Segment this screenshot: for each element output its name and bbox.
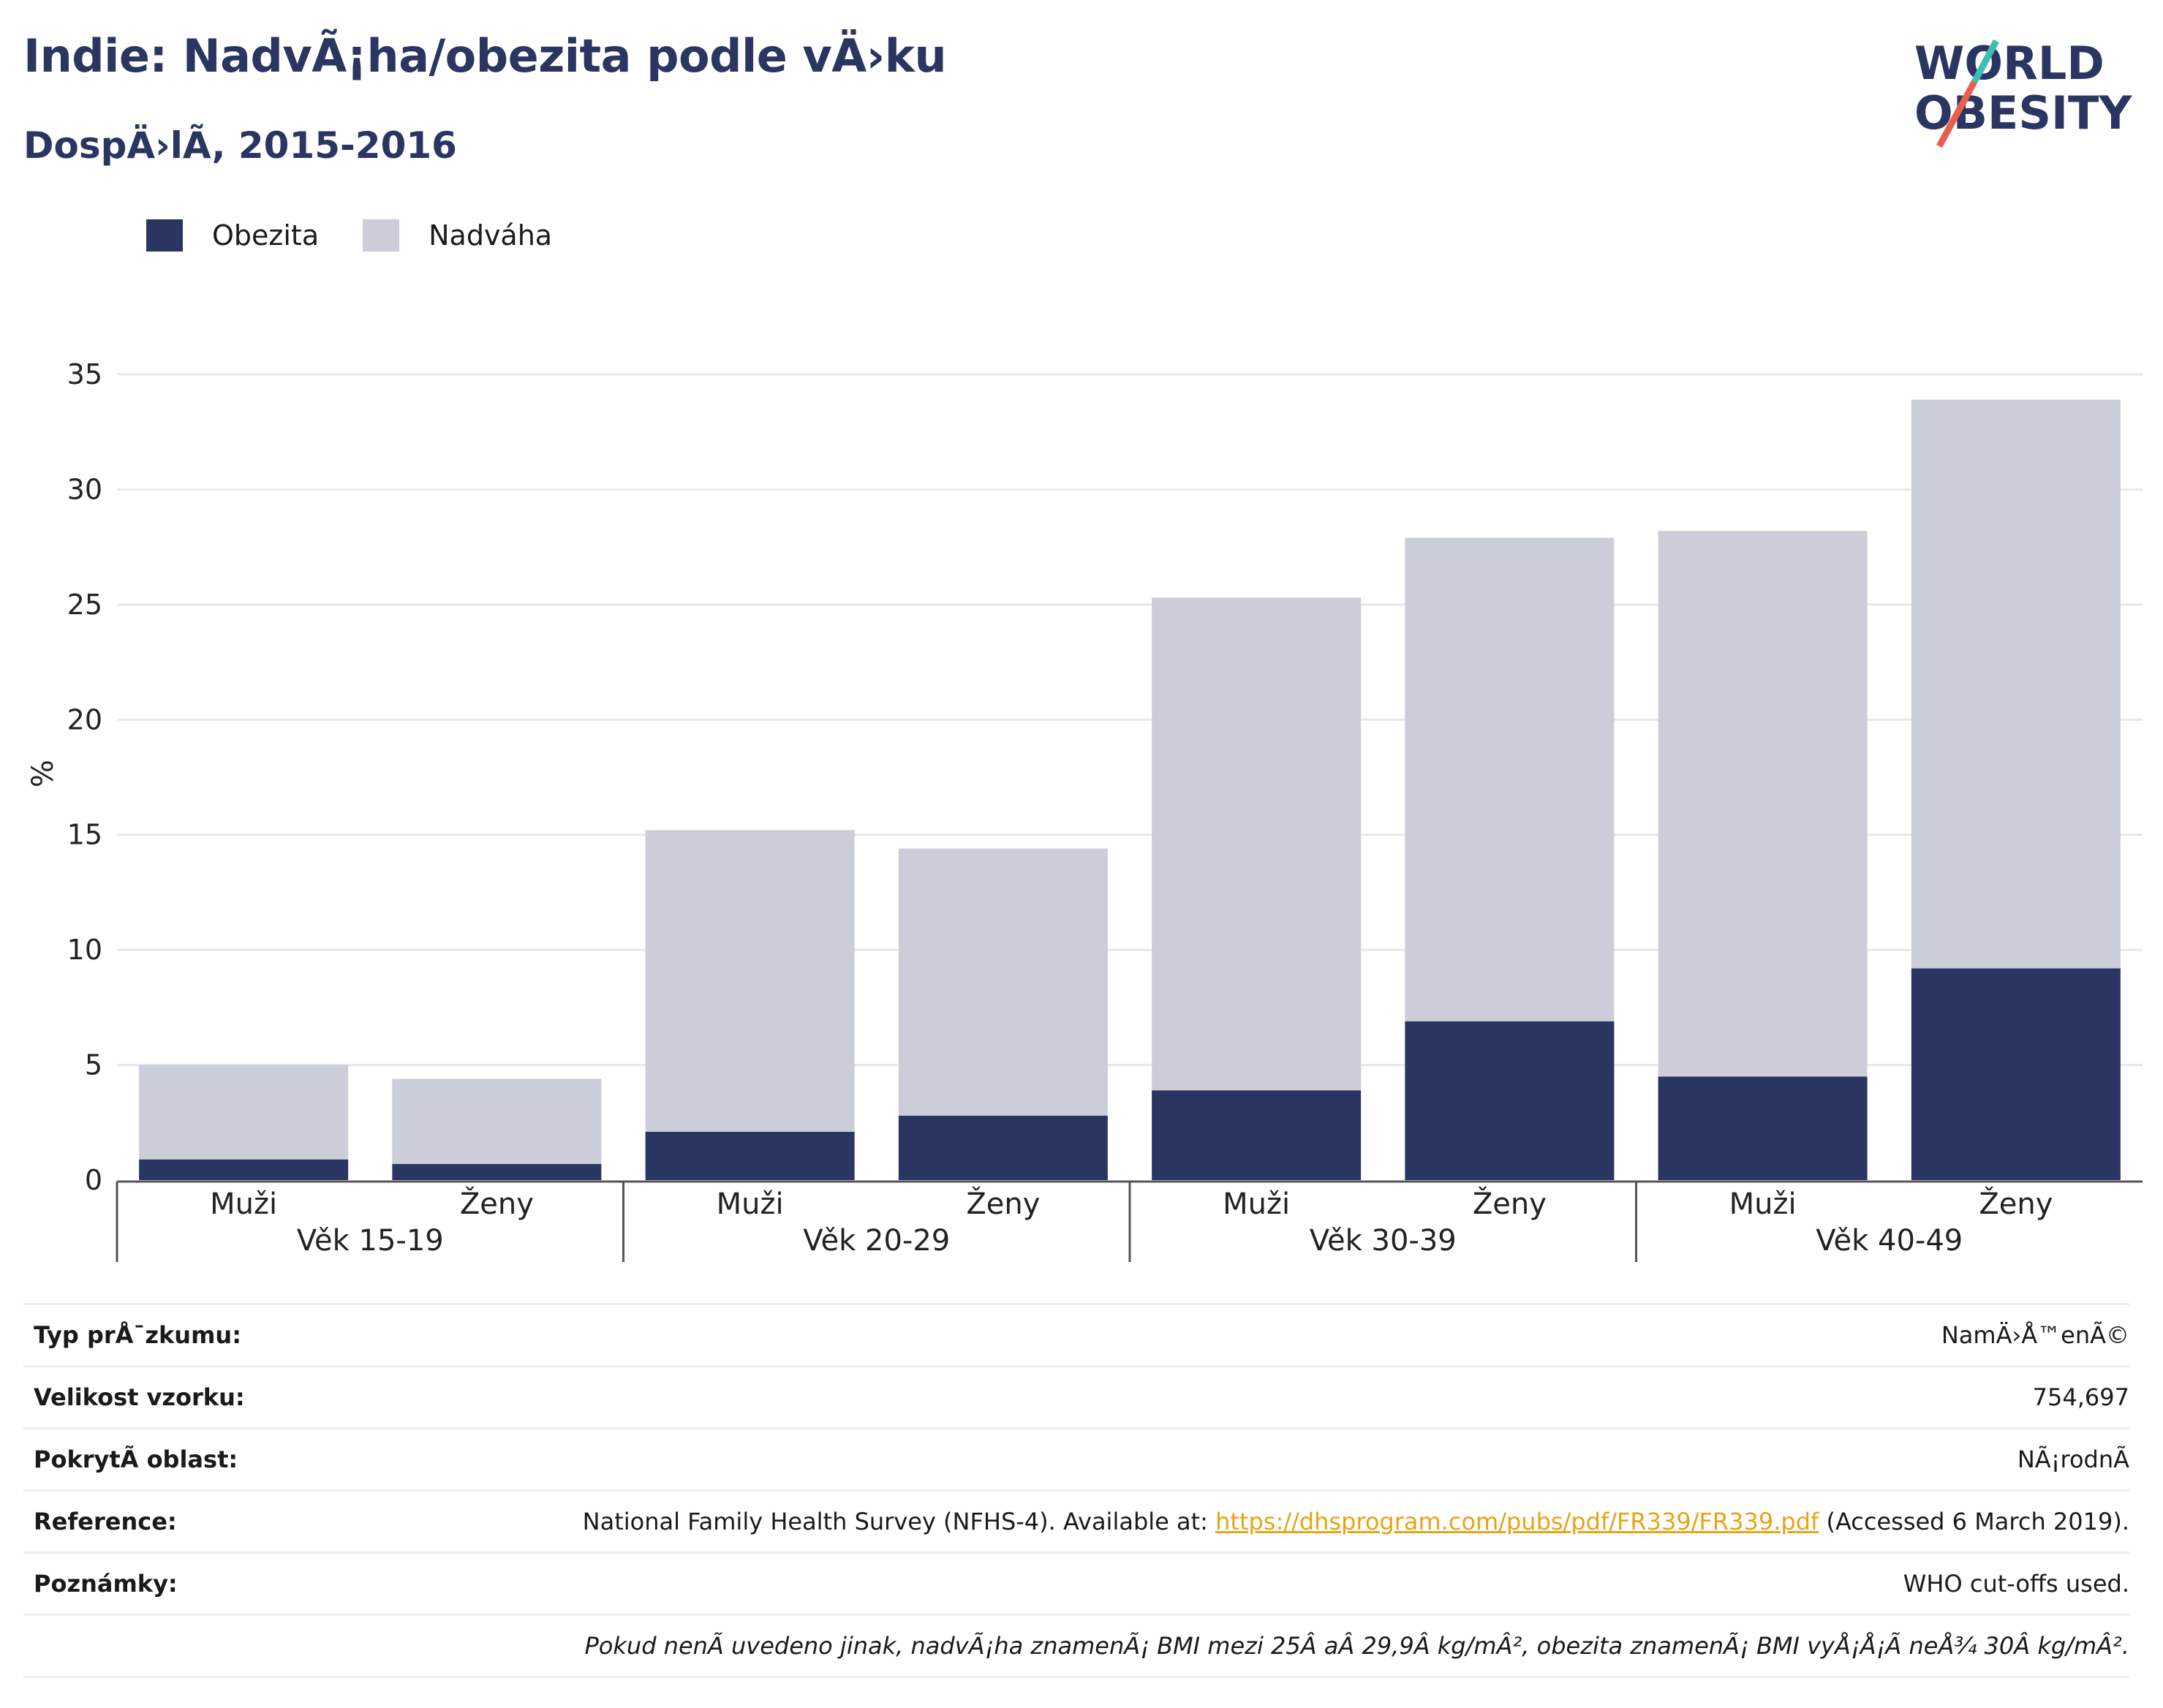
sample-size-value: 754,697 — [2032, 1383, 2129, 1411]
x-tick-label: Ženy — [966, 1186, 1040, 1221]
x-group-label: Věk 40-49 — [1816, 1224, 1963, 1258]
chart-subtitle: DospÄ›lÃ­, 2015-2016 — [23, 124, 457, 167]
bar-obesity — [1152, 1090, 1362, 1180]
table-row-reference: Reference: National Family Health Survey… — [23, 1489, 2129, 1552]
info-table: Typ prÅ¯zkumu: NamÄ›Å™enÃ© Velikost vzor… — [23, 1303, 2129, 1678]
survey-type-label: Typ prÅ¯zkumu: — [34, 1321, 241, 1349]
y-tick-label: 30 — [67, 473, 102, 505]
x-tick-label: Ženy — [1979, 1186, 2053, 1221]
y-tick-label: 5 — [85, 1049, 102, 1081]
reference-text: National Family Health Survey (NFHS-4). … — [582, 1508, 1216, 1535]
reference-link[interactable]: https://dhsprogram.com/pubs/pdf/FR339/FR… — [1215, 1508, 1819, 1535]
notes-label: Poznámky: — [34, 1570, 178, 1598]
bar-obesity — [1658, 1076, 1868, 1180]
bar-overweight — [898, 848, 1108, 1116]
y-tick-label: 20 — [67, 703, 102, 736]
coverage-label: PokrytÃ­ oblast: — [34, 1446, 238, 1473]
x-tick-label: Muži — [717, 1187, 784, 1221]
legend-item-obesity: Obezita — [146, 219, 319, 252]
table-row-sample-size: Velikost vzorku: 754,697 — [23, 1365, 2129, 1427]
coverage-value: NÃ¡rodnÃ­ — [2017, 1446, 2129, 1473]
bar-overweight — [1658, 531, 1868, 1077]
x-tick-label: Ženy — [1473, 1186, 1547, 1221]
legend-swatch-obesity — [146, 219, 183, 252]
table-row-survey-type: Typ prÅ¯zkumu: NamÄ›Å™enÃ© — [23, 1303, 2129, 1365]
x-tick-label: Ženy — [460, 1186, 534, 1221]
y-tick-label: 35 — [67, 358, 102, 390]
footnote: Pokud nenÃ­ uvedeno jinak, nadvÃ¡ha znam… — [584, 1632, 2130, 1660]
stacked-bar-chart: 0 5 10 15 20 25 30 35% Muži Ženy Muži Ženy Muži Ženy M… — [26, 358, 2143, 1262]
bar-obesity — [1405, 1021, 1615, 1180]
x-group-label: Věk 15-19 — [297, 1224, 444, 1258]
chart-legend: Obezita Nadváha — [146, 219, 596, 252]
chart-title: Indie: NadvÃ¡ha/obezita podle vÄ›ku — [23, 29, 947, 83]
y-tick-label: 0 — [85, 1164, 102, 1196]
legend-label-overweight: Nadváha — [429, 219, 553, 252]
y-tick-label: 10 — [67, 934, 102, 966]
x-tick-label: Muži — [1729, 1187, 1797, 1221]
y-axis-label: % — [26, 760, 60, 787]
legend-item-overweight: Nadváha — [363, 219, 552, 252]
y-tick-label: 15 — [67, 819, 102, 851]
reference-accessed: (Accessed 6 March 2019). — [1819, 1508, 2129, 1535]
world-obesity-logo: WORLD OBESITY — [1901, 29, 2150, 161]
bar-obesity — [645, 1131, 855, 1180]
x-tick-label: Muži — [210, 1187, 277, 1221]
table-row-coverage: PokrytÃ­ oblast: NÃ¡rodnÃ­ — [23, 1427, 2129, 1489]
notes-value: WHO cut-offs used. — [1903, 1570, 2129, 1598]
reference-label: Reference: — [34, 1508, 177, 1535]
table-row-footnote: Pokud nenÃ­ uvedeno jinak, nadvÃ¡ha znam… — [23, 1614, 2129, 1678]
bar-overweight — [392, 1078, 602, 1164]
y-tick-label: 25 — [67, 589, 102, 621]
reference-value: National Family Health Survey (NFHS-4). … — [583, 1508, 2129, 1535]
table-row-notes: Poznámky: WHO cut-offs used. — [23, 1552, 2129, 1614]
sample-size-label: Velikost vzorku: — [34, 1383, 245, 1411]
logo-slash-icon — [1936, 39, 1999, 148]
logo-line1: WORLD — [1914, 37, 2105, 90]
x-tick-label: Muži — [1223, 1187, 1290, 1221]
survey-type-value: NamÄ›Å™enÃ© — [1941, 1321, 2129, 1349]
bar-overweight — [1152, 597, 1362, 1091]
bar-overweight — [1911, 399, 2121, 969]
bar-overweight — [139, 1065, 349, 1160]
bar-overweight — [645, 830, 855, 1132]
x-group-label: Věk 30-39 — [1310, 1224, 1457, 1258]
legend-swatch-overweight — [363, 219, 400, 252]
bar-overweight — [1405, 537, 1615, 1021]
x-group-label: Věk 20-29 — [803, 1224, 950, 1258]
bar-obesity — [139, 1159, 349, 1180]
bar-obesity — [392, 1163, 602, 1180]
bar-obesity — [898, 1115, 1108, 1180]
legend-label-obesity: Obezita — [212, 219, 320, 252]
bar-obesity — [1911, 968, 2121, 1180]
